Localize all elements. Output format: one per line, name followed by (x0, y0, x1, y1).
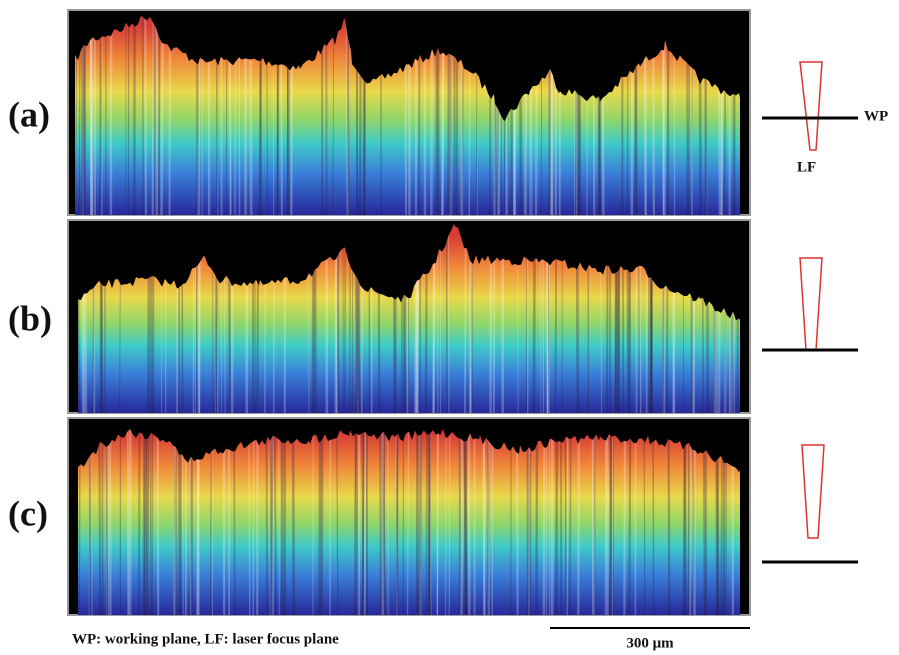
panel-label: (c) (8, 493, 48, 533)
streak (482, 428, 486, 615)
streak (418, 428, 423, 615)
streak (436, 428, 439, 615)
streak (464, 428, 468, 615)
streak (407, 428, 410, 615)
streak (667, 428, 671, 615)
streak (278, 428, 280, 615)
streak (463, 428, 468, 615)
streak (345, 15, 349, 216)
streak (342, 223, 344, 413)
streak (361, 428, 365, 615)
caption: WP: working plane, LF: laser focus plane (72, 631, 339, 647)
streak (151, 15, 156, 216)
streak (487, 428, 491, 615)
streak (89, 15, 92, 216)
streak (643, 428, 646, 615)
wp-label: WP (864, 108, 888, 124)
streak (143, 428, 148, 615)
streak (569, 428, 572, 615)
streak (353, 428, 357, 615)
streak (609, 428, 612, 615)
streak (448, 428, 451, 615)
streak (173, 428, 177, 615)
streak (144, 15, 147, 216)
panel-label: (b) (8, 298, 52, 338)
streak (609, 428, 613, 615)
streak (336, 428, 339, 615)
streak (363, 428, 367, 615)
streak (445, 223, 448, 413)
streak (248, 428, 251, 615)
laser-beam (801, 444, 825, 539)
profile-panels (67, 9, 751, 616)
streak (361, 428, 365, 615)
streak (365, 428, 368, 615)
streak (382, 428, 385, 615)
streak (427, 428, 431, 615)
streak (269, 428, 273, 615)
streak (418, 428, 422, 615)
streak (542, 428, 546, 615)
lf-label: LF (797, 159, 816, 175)
streak (318, 428, 322, 615)
streak (577, 428, 581, 615)
streak (395, 428, 399, 615)
streak (270, 428, 274, 615)
streak (682, 428, 686, 615)
streak (142, 428, 146, 615)
streak (379, 428, 382, 615)
streak (90, 15, 94, 216)
streak (464, 223, 467, 413)
streak (147, 428, 150, 615)
streak (156, 428, 160, 615)
surface-profile (75, 15, 740, 216)
streak (510, 428, 512, 615)
streak (346, 15, 350, 216)
surface-profile (78, 428, 740, 615)
streak (265, 428, 269, 615)
surface-profile (78, 223, 740, 413)
streak (320, 428, 324, 615)
laser-beam (799, 61, 823, 151)
streak (564, 428, 568, 615)
streak (344, 223, 347, 413)
streak (692, 428, 695, 615)
streak (395, 428, 398, 615)
streak (684, 428, 687, 615)
streak (149, 428, 152, 615)
streak (355, 428, 359, 615)
streak (429, 428, 432, 615)
streak (555, 428, 559, 615)
streak (623, 428, 627, 615)
streak (274, 428, 277, 615)
streak (157, 15, 161, 216)
streak (535, 428, 539, 615)
panel-label: (a) (8, 94, 50, 134)
streak (445, 428, 447, 615)
streak (332, 15, 335, 216)
streak (98, 428, 102, 615)
streak (160, 15, 164, 216)
scale-bar-label: 300 μm (626, 635, 674, 651)
streak (612, 428, 615, 615)
streak (628, 428, 632, 615)
streak (291, 428, 296, 615)
